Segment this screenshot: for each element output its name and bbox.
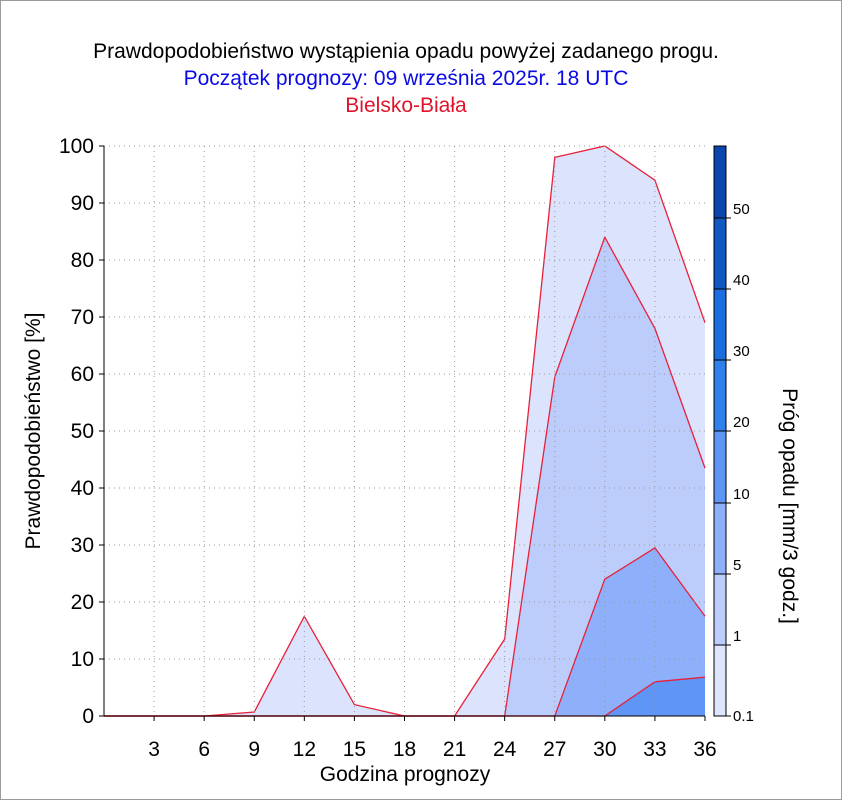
area-threshold-10	[104, 677, 705, 716]
colorbar-band	[714, 431, 726, 503]
y-tick-label: 90	[71, 192, 94, 215]
colorbar-band	[714, 503, 726, 574]
x-tick-label: 12	[293, 738, 316, 761]
colorbar-label: Próg opadu [mm/3 godz.]	[778, 388, 801, 624]
y-tick-label: 10	[71, 648, 94, 671]
colorbar-tick-label: 40	[733, 272, 750, 289]
x-tick-label: 9	[248, 738, 260, 761]
x-tick-label: 24	[493, 738, 517, 761]
chart-location: Bielsko-Biała	[345, 94, 467, 117]
y-tick-label: 100	[59, 135, 94, 158]
x-tick-label: 15	[343, 738, 366, 761]
y-tick-label: 40	[71, 477, 94, 500]
colorbar-band	[714, 360, 726, 431]
x-tick-label: 27	[543, 738, 566, 761]
chart-title: Prawdopodobieństwo wystąpienia opadu pow…	[93, 40, 719, 63]
colorbar-tick-label: 20	[733, 414, 750, 431]
colorbar-band	[714, 218, 726, 289]
x-tick-label: 18	[393, 738, 416, 761]
colorbar-tick-label: 50	[733, 201, 750, 218]
x-tick-label: 33	[643, 738, 666, 761]
colorbar-band	[714, 146, 726, 218]
y-tick-label: 0	[82, 705, 94, 728]
y-tick-label: 80	[71, 249, 94, 272]
colorbar-tick-label: 1	[733, 628, 741, 645]
colorbar-band	[714, 289, 726, 360]
chart-subtitle: Początek prognozy: 09 września 2025r. 18…	[183, 67, 629, 90]
x-axis-label: Godzina prognozy	[320, 763, 491, 786]
colorbar-tick-label: 0.1	[733, 708, 754, 725]
y-tick-label: 20	[71, 591, 94, 614]
y-tick-label: 60	[71, 363, 94, 386]
colorbar-band	[714, 645, 726, 716]
x-tick-label: 6	[198, 738, 210, 761]
x-tick-label: 30	[593, 738, 616, 761]
colorbar-tick-label: 5	[733, 557, 741, 574]
x-tick-label: 21	[443, 738, 466, 761]
x-tick-label: 3	[148, 738, 160, 761]
colorbar-band	[714, 574, 726, 645]
y-tick-label: 50	[71, 420, 94, 443]
colorbar-tick-label: 10	[733, 486, 750, 503]
x-tick-label: 36	[693, 738, 716, 761]
colorbar-tick-label: 30	[733, 343, 750, 360]
y-tick-label: 70	[71, 306, 94, 329]
y-tick-label: 30	[71, 534, 94, 557]
y-axis-label: Prawdopodobieństwo [%]	[22, 313, 45, 550]
